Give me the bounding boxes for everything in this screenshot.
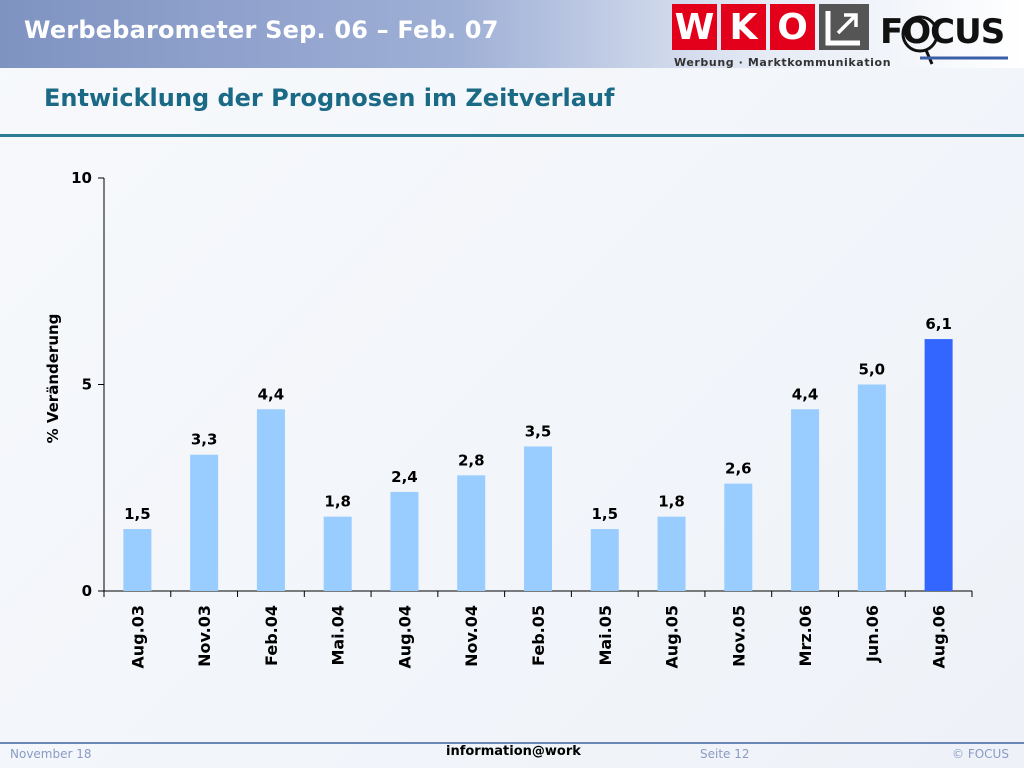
x-tick-label: Mai.04 [329, 605, 348, 666]
arrow-up-right-icon [819, 4, 869, 50]
wko-subtitle: Werbung · Marktkommunikation [674, 56, 892, 69]
y-tick-label: 0 [82, 582, 92, 600]
bar-mrz-06 [791, 409, 820, 591]
footer-divider [0, 742, 1024, 744]
bar-mai-04 [323, 516, 352, 591]
x-tick-label: Feb.05 [529, 605, 548, 666]
focus-magnifier-icon [901, 15, 1008, 65]
focus-logo: FOCUS [880, 8, 1010, 68]
data-label: 1,8 [324, 493, 351, 511]
bar-aug-03 [123, 529, 152, 591]
x-tick-label: Feb.04 [262, 605, 281, 666]
bar-feb-05 [524, 446, 552, 591]
bar-nov-04 [457, 475, 486, 591]
y-tick-label: 10 [71, 169, 92, 187]
focus-logo-text: FOCUS [880, 12, 1005, 52]
bar-aug-04 [390, 491, 419, 591]
data-label: 3,5 [525, 422, 552, 440]
x-tick-label: Nov.03 [195, 605, 214, 667]
title-divider [0, 134, 1024, 137]
data-label: 4,4 [792, 385, 819, 403]
page-title: Entwicklung der Prognosen im Zeitverlauf [44, 84, 615, 112]
x-tick-label: Mrz.06 [796, 605, 815, 666]
x-tick-label: Aug.04 [395, 605, 414, 669]
bar-aug-06 [924, 339, 953, 591]
footer-center-text: information@work [446, 744, 581, 759]
x-tick-label: Mai.05 [596, 605, 615, 666]
data-label: 1,5 [124, 505, 151, 523]
data-label: 1,5 [591, 505, 618, 523]
x-tick-label: Jun.06 [863, 605, 882, 663]
bar-nov-03 [190, 454, 219, 591]
footer-copyright: © FOCUS [952, 747, 1009, 761]
data-label: 3,3 [191, 431, 218, 449]
data-label: 6,1 [925, 315, 952, 333]
wko-letters: W K O [672, 4, 869, 52]
x-tick-label: Nov.04 [462, 605, 481, 667]
data-label: 2,6 [725, 460, 752, 478]
bar-chart: 0 5 10 % Veränderung 1,5 Aug.03 3,3 Nov.03 4,4 Fe… [44, 169, 973, 669]
wko-letter-w: W [672, 4, 717, 50]
x-tick-label: Aug.06 [930, 605, 949, 669]
wko-logo: W K O Werbung · Marktkommunikation [672, 4, 891, 70]
y-tick-label: 5 [82, 376, 92, 394]
bar-mai-05 [590, 529, 619, 591]
data-label: 1,8 [658, 493, 685, 511]
bar-jun-06 [857, 384, 886, 591]
data-label: 2,8 [458, 451, 485, 469]
wko-letter-k: K [721, 4, 766, 50]
bar-feb-04 [256, 409, 285, 591]
bar-nov-05 [724, 483, 753, 591]
header-title: Werbebarometer Sep. 06 – Feb. 07 [24, 16, 499, 44]
data-label: 4,4 [258, 385, 285, 403]
y-axis-title: % Veränderung [44, 314, 62, 444]
footer-page-number: Seite 12 [700, 747, 750, 761]
bar-aug-05 [657, 516, 686, 591]
x-tick-label: Aug.03 [128, 605, 147, 669]
footer-date: November 18 [10, 747, 92, 761]
wko-letter-o: O [770, 4, 815, 50]
x-tick-label: Nov.05 [729, 605, 748, 667]
data-label: 5,0 [859, 361, 886, 379]
data-label: 2,4 [391, 468, 418, 486]
x-tick-label: Aug.05 [663, 605, 682, 669]
